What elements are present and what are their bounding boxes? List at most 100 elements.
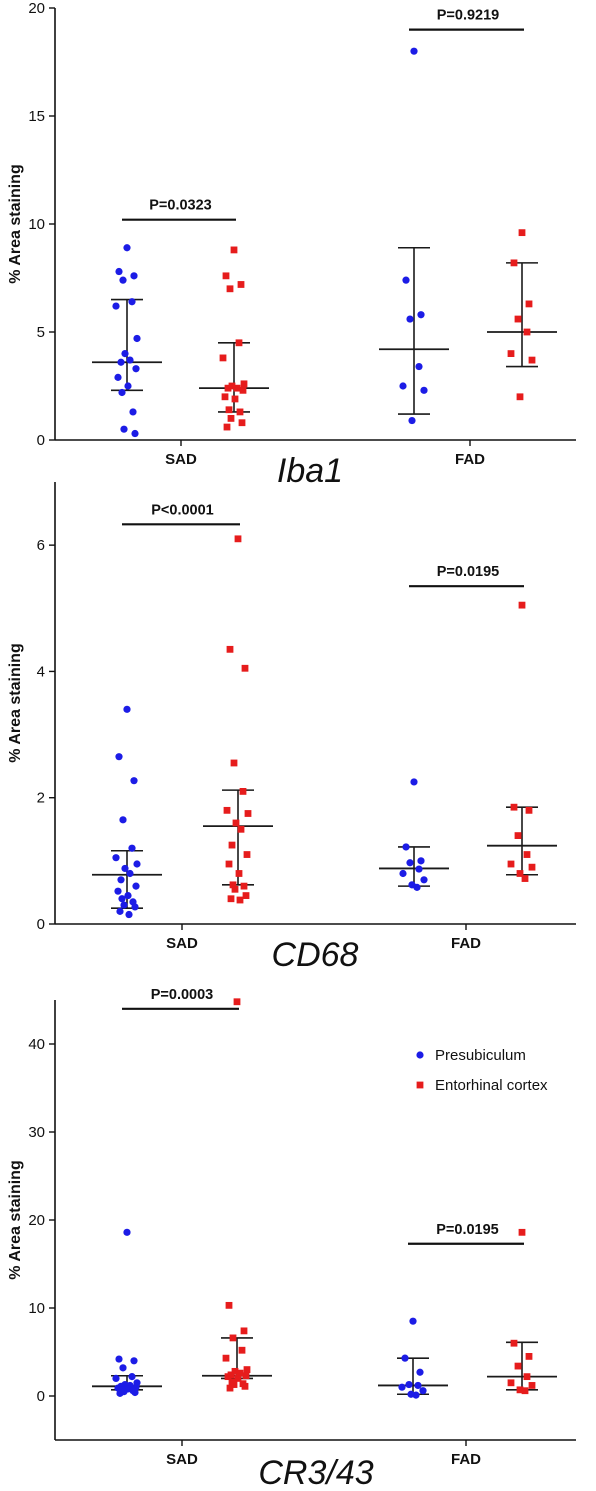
data-point-entorhinal <box>222 272 230 280</box>
y-tick-label: 10 <box>28 216 45 233</box>
data-point-entorhinal <box>241 664 249 672</box>
x-tick-label: FAD <box>455 451 485 468</box>
data-point-entorhinal <box>518 229 526 237</box>
data-point-entorhinal <box>236 408 244 416</box>
y-axis-label: % Area staining <box>7 164 24 283</box>
data-point-presubiculum <box>112 302 120 310</box>
data-point-presubiculum <box>130 777 138 785</box>
data-point-presubiculum <box>120 901 128 909</box>
data-point-presubiculum <box>130 1357 138 1365</box>
data-point-presubiculum <box>399 382 407 390</box>
data-point-presubiculum <box>420 876 428 884</box>
p-value-label: P<0.0001 <box>151 502 214 518</box>
data-point-presubiculum <box>406 859 414 867</box>
data-point-entorhinal <box>234 1375 242 1382</box>
data-point-entorhinal <box>225 860 233 868</box>
data-point-presubiculum <box>410 47 418 55</box>
data-point-presubiculum <box>129 408 137 416</box>
data-point-entorhinal <box>528 863 536 871</box>
data-point-presubiculum <box>402 276 410 284</box>
data-point-entorhinal <box>521 1387 529 1395</box>
panel-iba1: 0 5 10 15 20 SAD FAD % Area staining Iba1 P=0.032… <box>7 0 576 490</box>
data-point-presubiculum <box>133 334 141 343</box>
data-point-entorhinal <box>240 882 248 890</box>
data-point-entorhinal <box>507 1379 515 1387</box>
data-point-entorhinal <box>239 788 247 795</box>
data-point-entorhinal <box>237 281 245 288</box>
y-tick-label: 40 <box>28 1036 45 1053</box>
data-point-presubiculum <box>131 1388 139 1397</box>
data-point-entorhinal <box>233 998 241 1006</box>
data-point-entorhinal <box>231 395 239 403</box>
y-axis-label: % Area staining <box>7 643 24 762</box>
data-point-entorhinal <box>242 1372 250 1380</box>
data-point-presubiculum <box>124 891 132 900</box>
data-point-presubiculum <box>405 1380 413 1389</box>
data-point-entorhinal <box>231 1367 239 1375</box>
data-point-presubiculum <box>120 425 128 433</box>
chart-title: CR3/43 <box>258 1454 373 1491</box>
data-point-presubiculum <box>125 910 133 919</box>
data-point-entorhinal <box>525 1353 533 1360</box>
p-value-label: P=0.0323 <box>149 198 212 214</box>
data-point-entorhinal <box>523 328 531 336</box>
data-point-entorhinal <box>224 1373 232 1381</box>
data-point-entorhinal <box>238 1346 246 1354</box>
data-point-entorhinal <box>510 803 518 811</box>
data-point-entorhinal <box>219 354 227 362</box>
data-point-presubiculum <box>399 869 407 878</box>
x-tick-label: FAD <box>451 1451 481 1468</box>
data-point-entorhinal <box>235 870 243 877</box>
data-point-entorhinal <box>242 892 250 899</box>
p-value-label: P=0.0195 <box>437 564 500 580</box>
data-point-presubiculum <box>115 1355 123 1363</box>
data-point-entorhinal <box>232 819 240 827</box>
x-tick-label: SAD <box>166 935 198 952</box>
data-point-presubiculum <box>416 1368 424 1376</box>
data-point-entorhinal <box>516 870 524 877</box>
data-point-entorhinal <box>223 423 231 431</box>
data-point-entorhinal <box>228 841 236 849</box>
data-point-entorhinal <box>236 896 244 904</box>
data-point-presubiculum <box>116 1389 124 1397</box>
data-point-presubiculum <box>116 907 124 915</box>
data-point-presubiculum <box>119 1364 127 1372</box>
x-tick-label: SAD <box>165 451 197 468</box>
y-tick-label: 20 <box>28 1212 45 1229</box>
data-point-presubiculum <box>128 298 136 306</box>
data-point-entorhinal <box>243 1366 251 1373</box>
legend-label: Entorhinal cortex <box>435 1077 548 1094</box>
data-point-presubiculum <box>115 267 123 276</box>
data-point-entorhinal <box>234 535 242 543</box>
data-point-entorhinal <box>239 386 247 394</box>
data-point-presubiculum <box>119 816 127 824</box>
legend-label: Presubiculum <box>435 1047 526 1064</box>
data-point-entorhinal <box>240 1327 248 1335</box>
data-point-entorhinal <box>518 1228 526 1236</box>
data-point-entorhinal <box>231 885 239 893</box>
legend-marker-entorhinal <box>416 1081 424 1089</box>
data-point-entorhinal <box>225 406 233 414</box>
data-point-presubiculum <box>409 1317 417 1325</box>
data-point-entorhinal <box>510 1339 518 1347</box>
data-point-entorhinal <box>227 895 235 903</box>
data-point-presubiculum <box>114 373 122 381</box>
data-point-entorhinal <box>226 645 234 653</box>
data-point-entorhinal <box>516 393 524 401</box>
panel-cd68: 0 2 4 6 SAD FAD % Area staining CD68 P<0.0001 P=0… <box>7 482 576 974</box>
data-point-entorhinal <box>507 860 515 868</box>
data-point-entorhinal <box>226 1384 234 1392</box>
data-point-entorhinal <box>525 300 533 308</box>
data-point-entorhinal <box>227 415 235 422</box>
data-point-presubiculum <box>131 429 139 438</box>
data-point-presubiculum <box>131 903 139 911</box>
data-point-presubiculum <box>118 388 126 397</box>
y-tick-label: 0 <box>37 1388 45 1405</box>
x-tick-label: FAD <box>451 935 481 952</box>
data-point-presubiculum <box>410 778 418 786</box>
data-point-presubiculum <box>406 315 414 323</box>
data-point-presubiculum <box>133 860 141 868</box>
chart-title: CD68 <box>272 936 359 974</box>
data-point-presubiculum <box>115 753 123 761</box>
